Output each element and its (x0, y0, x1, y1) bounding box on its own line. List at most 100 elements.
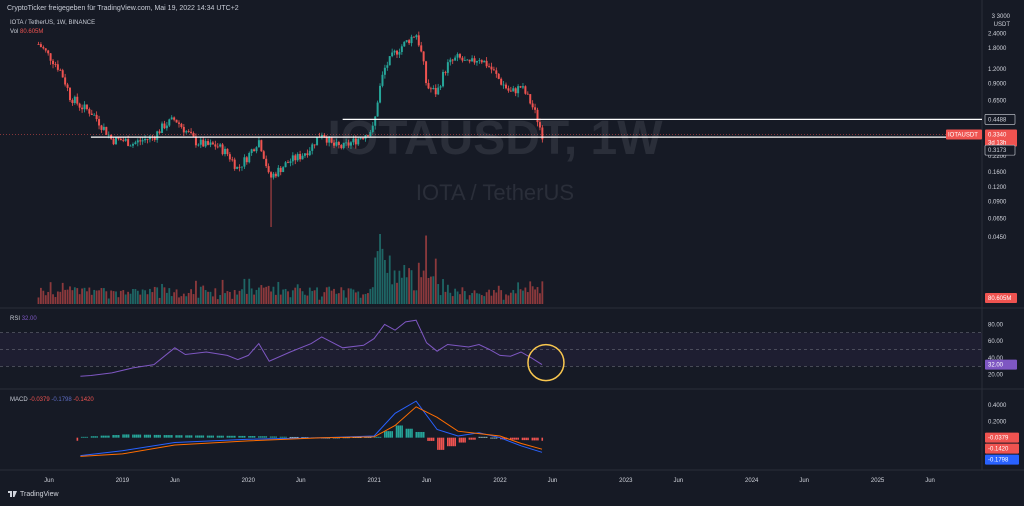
volume-bar (362, 294, 364, 304)
candle-body (204, 141, 207, 147)
symbol-label[interactable]: IOTA / TetherUS, 1W, BINANCE (10, 20, 96, 26)
candle-body (216, 146, 219, 148)
time-tick-label: Jun (548, 478, 558, 484)
candle-body (308, 150, 311, 156)
candle-body (434, 88, 437, 95)
candle-body (85, 104, 88, 110)
volume-bar (187, 292, 190, 304)
candle-body (485, 60, 488, 67)
candle-body (451, 59, 454, 61)
candle-body (260, 140, 263, 152)
volume-legend: Vol 80.605M (10, 29, 43, 35)
candle-body (391, 52, 394, 57)
macd-hist-bar (187, 435, 189, 438)
macd-hist-bar (293, 436, 295, 438)
volume-bar (357, 291, 360, 304)
volume-bar (149, 288, 151, 304)
candle-body (100, 125, 103, 130)
macd-hist-bar (206, 435, 209, 438)
volume-bar (195, 280, 197, 304)
volume-bar (115, 291, 117, 304)
volume-bar (228, 291, 231, 304)
candle-body (81, 107, 84, 110)
candle-body (192, 132, 195, 137)
volume-bar (59, 291, 62, 304)
macd-hist-bar (492, 437, 494, 439)
macd-hist-bar (265, 436, 268, 438)
macd-hist-bar (153, 434, 156, 438)
candle-body (323, 134, 326, 138)
candle-body (303, 153, 306, 156)
candle-series (37, 31, 544, 227)
volume-bar (144, 290, 146, 304)
macd-hist-bar (122, 434, 124, 438)
macd-hist-bar (261, 436, 264, 438)
candle-body (153, 137, 156, 140)
volume-bar (369, 288, 372, 304)
macd-hist-bar (275, 436, 277, 438)
macd-hist-bar (415, 431, 418, 438)
volume-bar (136, 290, 139, 304)
candle-body (39, 44, 42, 48)
volume-bar (420, 277, 423, 304)
candle-body (483, 60, 486, 63)
candle-body (400, 46, 403, 52)
volume-bar (42, 290, 45, 304)
macd-hist-bar (460, 437, 463, 443)
macd-hist-bar (143, 434, 146, 438)
candle-body (415, 35, 418, 38)
volume-bar (66, 289, 69, 304)
candle-body (488, 66, 491, 68)
macd-hist-bar (250, 436, 252, 438)
candle-body (320, 134, 323, 137)
volume-bar (330, 290, 333, 304)
volume-bar (299, 288, 302, 304)
volume-bar (260, 285, 263, 304)
macd-line (80, 400, 543, 457)
candle-body (61, 70, 64, 78)
rsi-tick-label: 40.00 (988, 356, 1004, 362)
candle-body (119, 138, 122, 141)
volume-bar (219, 295, 222, 304)
volume-bar (98, 290, 100, 304)
volume-bar (207, 291, 209, 304)
candle-body (52, 60, 55, 65)
volume-bar (54, 297, 57, 304)
volume-bar (485, 292, 488, 304)
volume-bar (354, 292, 357, 304)
candle-body (514, 88, 517, 94)
price-tick-label: 0.0450 (988, 235, 1007, 241)
candle-body (422, 51, 425, 62)
macd-hist-bar (493, 437, 496, 439)
macd-hist-bar (84, 436, 87, 438)
candle-body (228, 154, 231, 160)
candle-body (194, 136, 197, 146)
candle-body (500, 78, 503, 85)
volume-bar (335, 293, 338, 304)
volume-bar (417, 262, 420, 304)
volume-bar (323, 292, 326, 304)
volume-bar (69, 286, 71, 304)
candle-body (456, 54, 459, 58)
volume-bar (500, 290, 503, 304)
volume-legend-label: Vol (10, 29, 19, 35)
price-tick-label: 2.4000 (988, 31, 1007, 37)
volume-bar (146, 294, 149, 304)
candle-body (328, 137, 331, 143)
candle-body (221, 144, 224, 155)
candle-body (412, 36, 415, 38)
macd-hist-bar (132, 434, 134, 438)
volume-bar (175, 289, 178, 304)
macd-hist-bar (90, 436, 93, 438)
macd-hist-bar (147, 434, 150, 438)
volume-bar (238, 290, 241, 304)
volume-bar (471, 293, 473, 304)
candle-body (468, 59, 471, 62)
volume-bar (248, 278, 251, 304)
candle-body (313, 144, 316, 146)
tradingview-footer[interactable]: TradingView (8, 491, 59, 498)
volume-bar (311, 291, 314, 304)
macd-hist-bar (208, 435, 211, 438)
macd-value-tag: -0.1798 (988, 458, 1009, 464)
tradingview-brand: TradingView (20, 491, 59, 498)
